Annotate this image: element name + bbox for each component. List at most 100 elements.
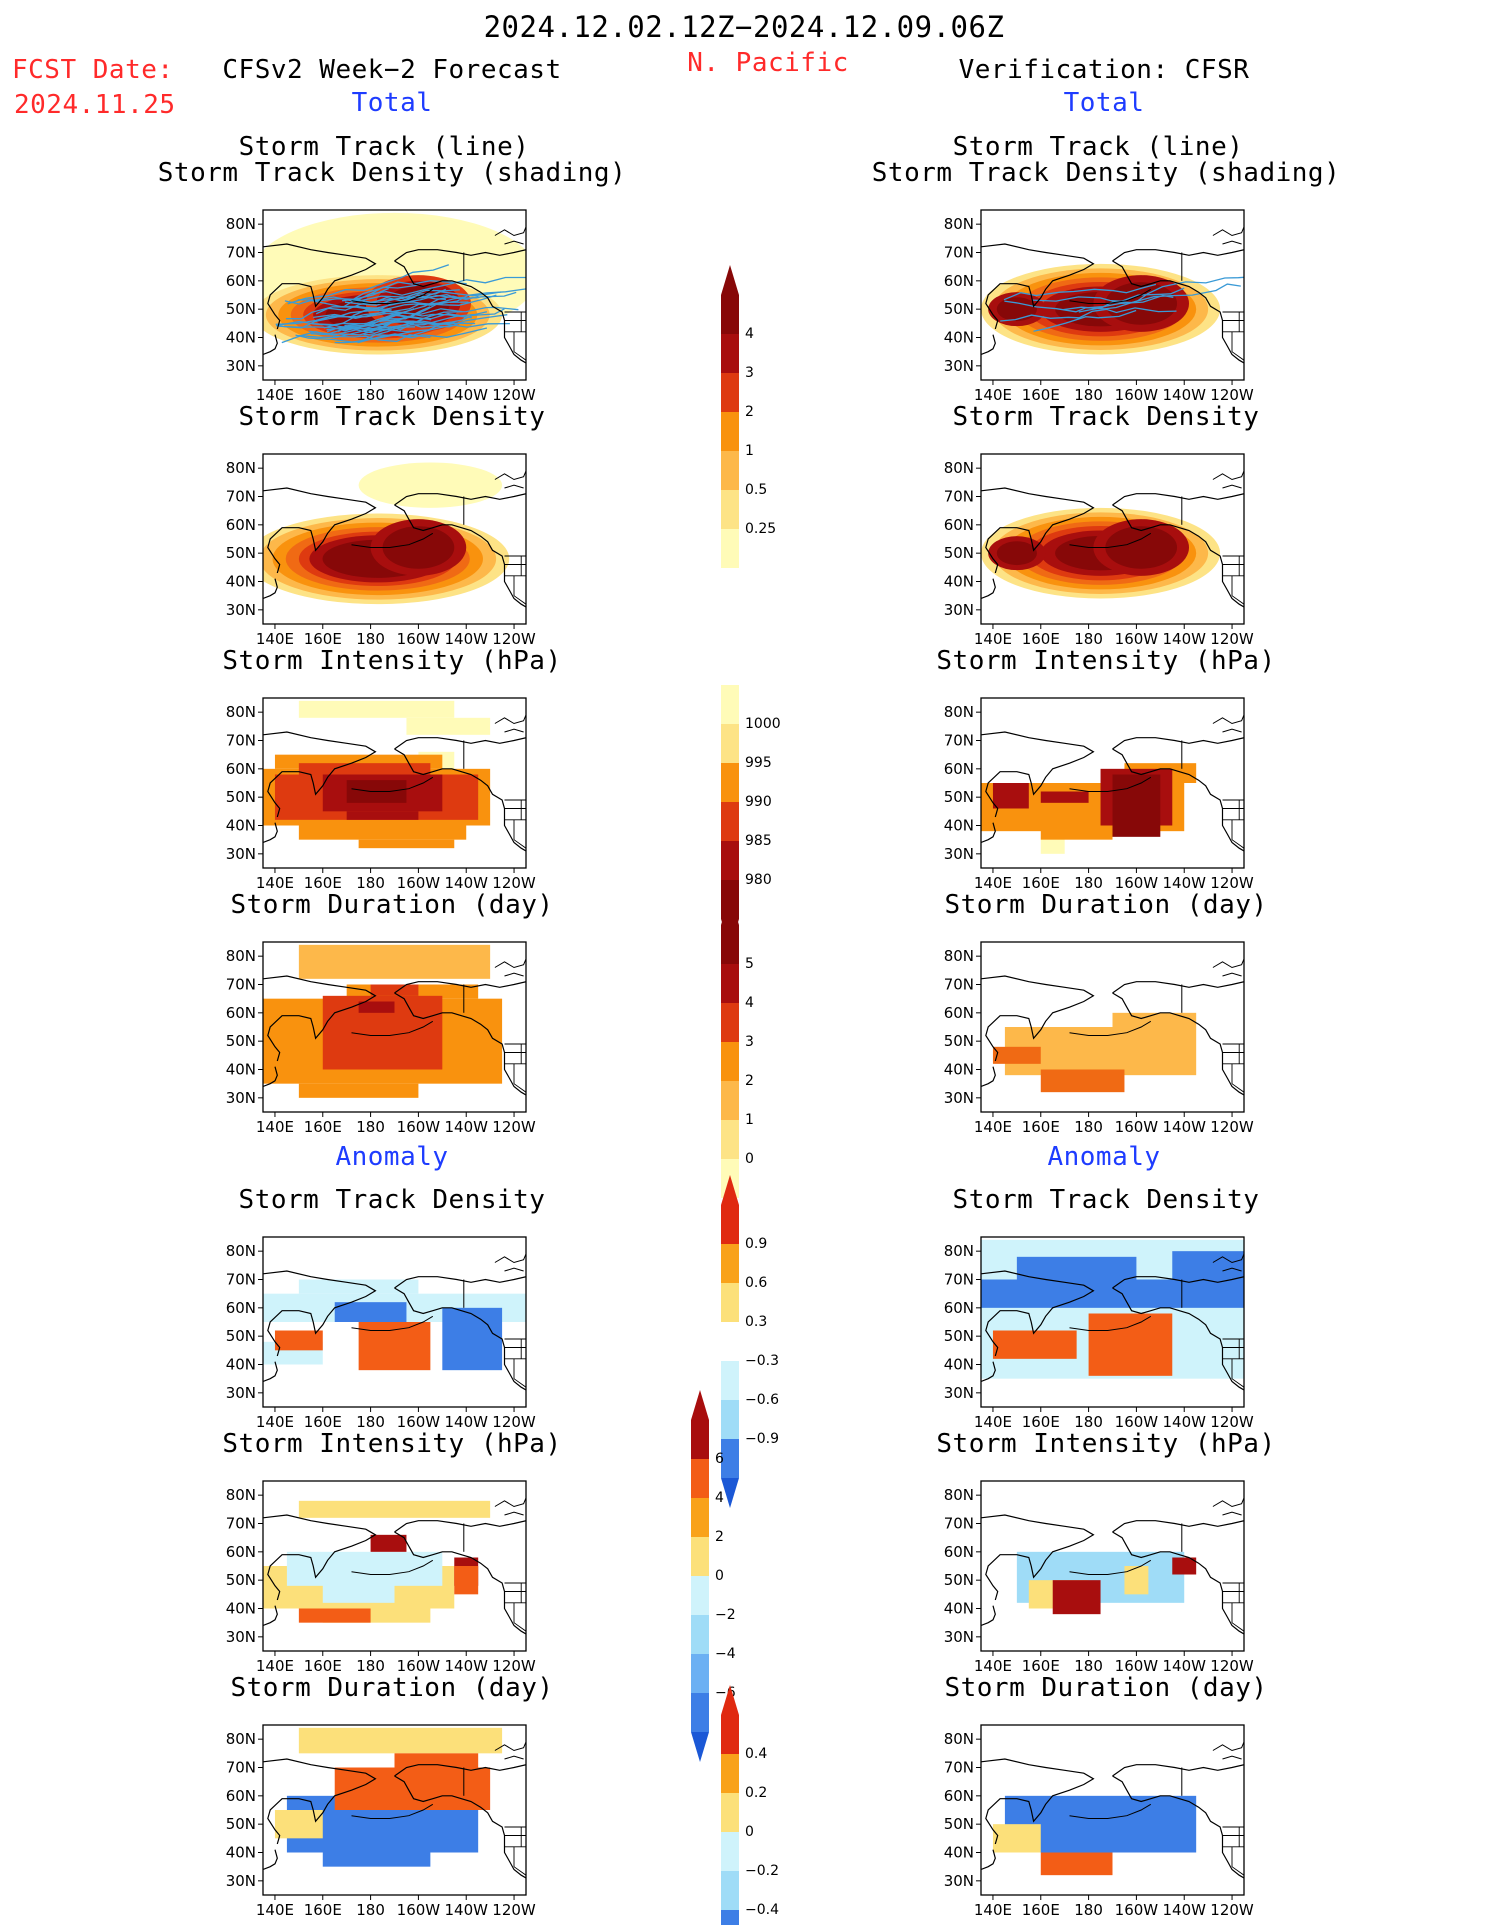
- x-tick-label: 140E: [974, 1657, 1012, 1675]
- x-tick-label: 120W: [492, 874, 536, 892]
- x-tick-label: 180: [1074, 1657, 1103, 1675]
- storm-track-line: [1032, 287, 1185, 302]
- coastline: [504, 1267, 524, 1272]
- field-cell: [298, 1608, 371, 1623]
- y-tick-label: 30N: [944, 1872, 974, 1890]
- coastline: [1212, 470, 1244, 481]
- coastline: [1222, 484, 1242, 489]
- coastline: [1222, 1511, 1242, 1516]
- field-cell: [358, 1322, 431, 1371]
- x-tick-label: 180: [1074, 1901, 1103, 1919]
- x-tick-label: 120W: [1210, 630, 1254, 648]
- map-frame: [980, 941, 1245, 1113]
- x-tick-label: 120W: [492, 1413, 536, 1431]
- x-tick-label: 160E: [1022, 386, 1060, 404]
- x-tick-label: 120W: [1210, 386, 1254, 404]
- y-tick-label: 30N: [226, 1872, 256, 1890]
- map-field: [981, 470, 1244, 608]
- panel-title: Storm Intensity (hPa): [936, 1429, 1276, 1459]
- field-cell: [1040, 836, 1065, 854]
- coastline: [1069, 532, 1152, 548]
- colorbar-segment: [721, 1715, 739, 1754]
- colorbar-segment: [721, 1042, 739, 1081]
- y-tick-label: 50N: [226, 1327, 256, 1345]
- coastline: [981, 975, 1095, 1062]
- x-tick-label: 140W: [444, 1657, 488, 1675]
- x-tick-label: 160W: [397, 386, 441, 404]
- coastline: [263, 822, 278, 844]
- x-tick-label: 120W: [1210, 1657, 1254, 1675]
- y-tick-label: 70N: [226, 1271, 256, 1289]
- y-tick-label: 40N: [226, 1061, 256, 1079]
- coastline: [394, 504, 526, 608]
- map-panel: 140E 160E 180 160W 140W 120W 80N 70N 60N 50N 40N 30…: [226, 1724, 536, 1919]
- x-tick-label: 160W: [1115, 1413, 1159, 1431]
- colorbar-segment: [691, 1693, 709, 1732]
- y-tick-label: 60N: [226, 516, 256, 534]
- coastline: [1212, 958, 1244, 969]
- coastline: [1112, 748, 1244, 852]
- panel-title: Storm Duration (day): [230, 1673, 554, 1703]
- colorbar-segment: [721, 1439, 739, 1478]
- coastline: [981, 243, 1095, 330]
- x-tick-label: 180: [356, 1657, 385, 1675]
- coastline: [351, 1559, 434, 1575]
- y-tick-label: 80N: [226, 947, 256, 965]
- y-tick-label: 30N: [944, 1628, 974, 1646]
- field-cell: [298, 1279, 419, 1294]
- map-frame: [980, 1480, 1245, 1652]
- storm-track-line: [1033, 309, 1137, 332]
- field-cell: [274, 1810, 323, 1839]
- map-panel: 140E 160E 180 160W 140W 120W 80N 70N 60N 50N 40N 30…: [944, 209, 1254, 404]
- coastline: [1112, 1531, 1244, 1635]
- coastline: [263, 487, 377, 574]
- storm-track-line: [332, 334, 431, 343]
- coastline: [1212, 226, 1244, 237]
- coastline: [1112, 249, 1244, 262]
- colorbar-label: 0: [745, 1151, 754, 1167]
- field-cell: [1040, 1852, 1113, 1876]
- y-tick-label: 80N: [226, 703, 256, 721]
- y-tick-label: 60N: [944, 1543, 974, 1561]
- coastline: [351, 532, 434, 548]
- x-tick-label: 160W: [397, 1657, 441, 1675]
- field-cell: [334, 1302, 407, 1322]
- border-line: [1231, 331, 1244, 361]
- x-tick-label: 120W: [492, 1118, 536, 1136]
- coastline: [1222, 1267, 1242, 1272]
- field-contour: [358, 462, 503, 508]
- colorbar-segment: [721, 334, 739, 373]
- field-cell: [322, 1580, 395, 1603]
- x-tick-label: 120W: [492, 1657, 536, 1675]
- colorbar-segment: [721, 763, 739, 802]
- verification-label: Verification: CFSR: [958, 55, 1250, 85]
- storm-track-line: [344, 314, 508, 328]
- colorbar-segment: [691, 1459, 709, 1498]
- x-tick-label: 140E: [256, 630, 294, 648]
- panel-title: Storm Duration (day): [230, 890, 554, 920]
- coastline: [263, 1270, 377, 1357]
- x-tick-label: 140E: [256, 1118, 294, 1136]
- map-frame: [262, 941, 527, 1113]
- border-line: [513, 1602, 526, 1632]
- field-cell: [992, 1330, 1077, 1359]
- x-tick-label: 160W: [397, 1901, 441, 1919]
- colorbar-label: 0.9: [745, 1236, 767, 1252]
- coastline: [263, 1849, 278, 1871]
- border-line: [513, 575, 526, 605]
- y-tick-label: 80N: [944, 947, 974, 965]
- coastline: [981, 334, 996, 356]
- map-frame: [262, 1236, 527, 1408]
- panel-title: Storm Track Density: [238, 402, 546, 432]
- map-panel: 140E 160E 180 160W 140W 120W 80N 70N 60N 50N 40N 30…: [226, 1480, 536, 1675]
- storm-track-line: [1000, 307, 1177, 322]
- y-tick-label: 60N: [226, 1299, 256, 1317]
- x-tick-label: 140E: [256, 1413, 294, 1431]
- y-tick-label: 70N: [226, 1759, 256, 1777]
- colorbar-segment: [721, 529, 739, 568]
- x-tick-label: 120W: [1210, 1118, 1254, 1136]
- map-field: [263, 1253, 526, 1391]
- storm-track-line: [1078, 283, 1241, 313]
- map-panel: 140E 160E 180 160W 140W 120W 80N 70N 60N 50N 40N 30…: [944, 1236, 1254, 1431]
- coastline: [263, 1514, 377, 1601]
